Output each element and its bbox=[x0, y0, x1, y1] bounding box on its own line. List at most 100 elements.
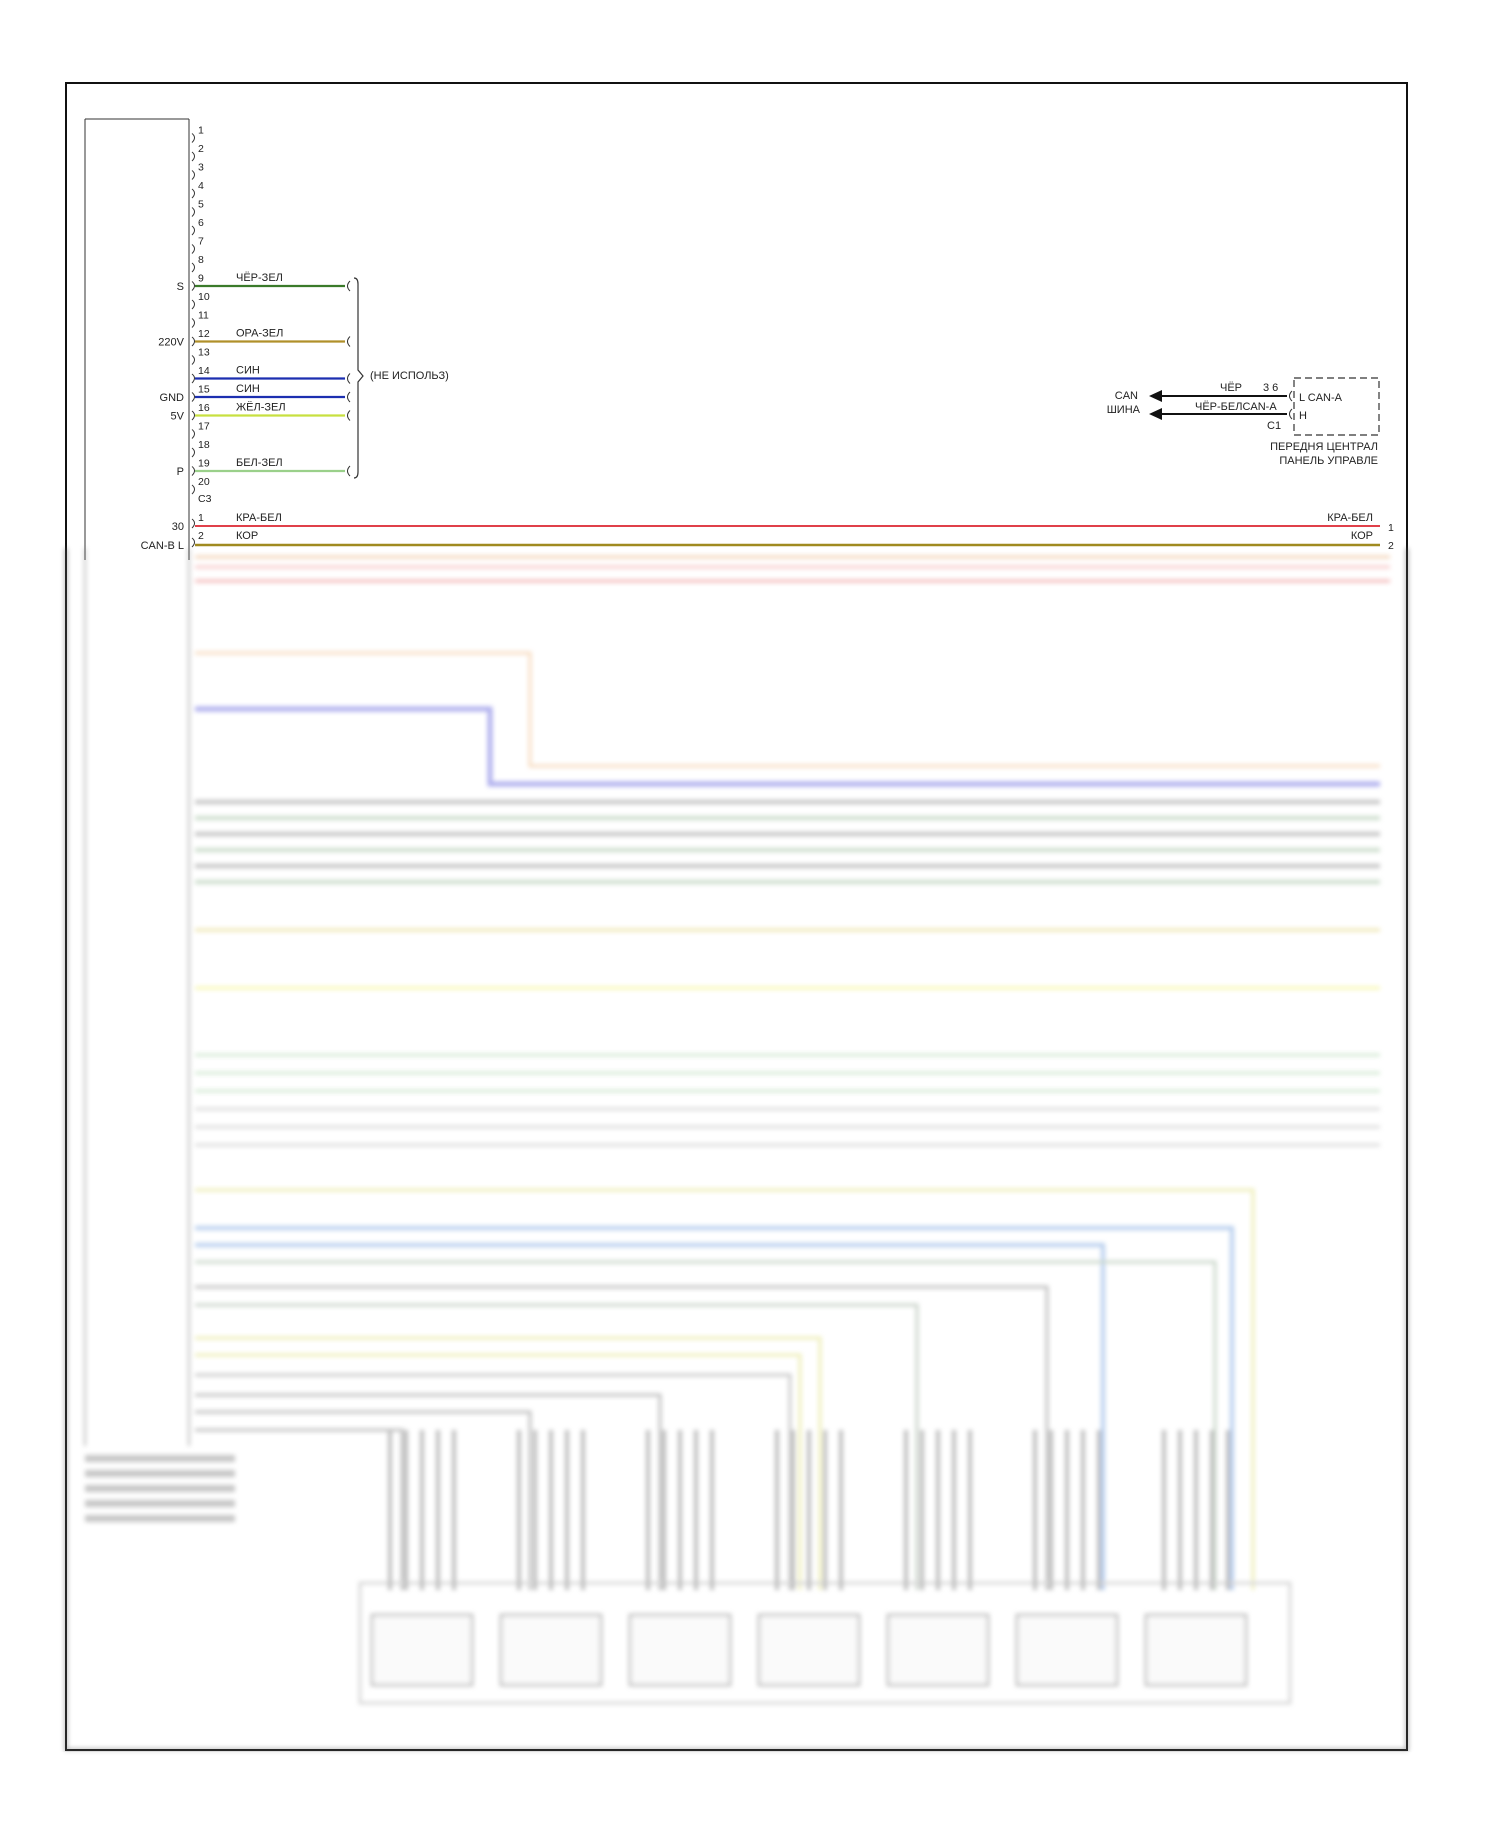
pin-socket-icon bbox=[191, 262, 195, 273]
pin-numbers: 3 6 bbox=[1263, 382, 1278, 394]
blurred-wire bbox=[195, 1393, 662, 1590]
pin-number: 5 bbox=[198, 199, 204, 211]
pin-number: 16 bbox=[198, 402, 210, 414]
wire-end-connector bbox=[347, 373, 351, 384]
signal-label: 5V bbox=[171, 411, 185, 423]
pin-socket-icon bbox=[191, 244, 195, 254]
wire-color-label-right: КОР bbox=[1351, 530, 1373, 542]
pin-number: 18 bbox=[198, 439, 210, 451]
wire-color-label: ЧЁР-ЗЕЛ bbox=[236, 272, 283, 284]
blurred-wire bbox=[195, 706, 1380, 787]
pin-number: 4 bbox=[198, 180, 204, 192]
blurred-region bbox=[64, 548, 1409, 1752]
connector-c2: 1 2 30 CAN-B L КРА-БЕЛ КОР КРА-БЕЛ КОР 1… bbox=[141, 512, 1394, 552]
connector-c3-wires: ЧЁР-ЗЕЛ S ОРА-ЗЕЛ 220V СИН СИН GND ЖЁЛ-ЗЕЛ 5V БЕЛ… bbox=[158, 272, 351, 478]
unused-bracket bbox=[353, 277, 364, 479]
signal-label: CAN-B L bbox=[141, 540, 184, 552]
pin-number: 11 bbox=[198, 310, 209, 322]
signal-label: P bbox=[177, 466, 184, 478]
can-label: CAN bbox=[1115, 390, 1138, 402]
can-label-2: ШИНА bbox=[1107, 404, 1141, 416]
signal-label: S bbox=[177, 281, 184, 293]
connector-c3-label: C3 bbox=[198, 493, 212, 505]
wire-color-label: ЧЁР-БЕЛCAN-A bbox=[1195, 401, 1277, 413]
pin-number: 1 bbox=[198, 125, 204, 137]
pin-socket-icon bbox=[191, 151, 195, 162]
pin-socket-icon bbox=[191, 188, 195, 199]
blurred-wire bbox=[195, 651, 1380, 768]
pin-number-right: 1 bbox=[1388, 522, 1394, 534]
blurred-wire bbox=[84, 548, 190, 1446]
unused-note: (НЕ ИСПОЛЬЗ) bbox=[370, 370, 449, 382]
pin-number: 10 bbox=[198, 291, 210, 303]
blurred-wire bbox=[195, 1428, 404, 1590]
wire-color-label: ОРА-ЗЕЛ bbox=[236, 328, 283, 340]
pin-socket-icon bbox=[191, 318, 195, 328]
wire-color-label: ЧЁР bbox=[1220, 382, 1242, 394]
arrow-left-icon bbox=[1149, 390, 1162, 402]
pin-socket-icon bbox=[191, 410, 195, 421]
pin-socket-icon bbox=[191, 373, 195, 384]
pin-number: 14 bbox=[198, 365, 210, 377]
blurred-wire bbox=[195, 1373, 792, 1590]
pin-number: 2 bbox=[198, 143, 204, 155]
pin-socket-icon bbox=[191, 170, 195, 180]
signal-label: 220V bbox=[158, 337, 184, 349]
pin-label: L CAN-A bbox=[1299, 392, 1343, 404]
signal-label: GND bbox=[160, 392, 185, 404]
pin-number: 15 bbox=[198, 384, 210, 396]
pin-socket-icon bbox=[191, 429, 195, 439]
wire-end-connector bbox=[347, 336, 351, 347]
pin-number: 2 bbox=[198, 530, 204, 542]
pin-socket-icon bbox=[191, 336, 195, 347]
blurred-wire bbox=[195, 1243, 1105, 1590]
pin-socket-icon bbox=[191, 281, 195, 291]
wire-color-label: КРА-БЕЛ bbox=[236, 512, 282, 524]
pin-socket-icon bbox=[191, 484, 195, 495]
signal-label: 30 bbox=[172, 521, 184, 533]
pin-socket-icon bbox=[191, 392, 195, 402]
pin-number-right: 2 bbox=[1388, 540, 1394, 552]
wire-color-label: СИН bbox=[236, 365, 260, 377]
blurred-wire bbox=[195, 1410, 532, 1590]
blurred-wire bbox=[195, 1226, 1234, 1590]
pin-number: 17 bbox=[198, 421, 210, 433]
arrow-left-icon bbox=[1149, 408, 1162, 420]
wire-end-connector bbox=[347, 410, 351, 421]
wire-color-label: ЖЁЛ-ЗЕЛ bbox=[236, 402, 286, 414]
pin-number: 13 bbox=[198, 347, 210, 359]
can-bus-section: CAN ШИНА ЧЁР 3 6 ЧЁР-БЕЛCAN-A C1 L CAN-A… bbox=[1107, 377, 1380, 467]
blurred-wire bbox=[195, 1285, 1049, 1590]
blurred-wire bbox=[195, 1188, 1255, 1590]
blurred-wire bbox=[64, 548, 1409, 1752]
front-panel-component-box bbox=[1293, 377, 1380, 436]
pin-number: 9 bbox=[198, 273, 204, 285]
pin-socket-icon bbox=[191, 207, 195, 217]
component-name-2: ПАНЕЛЬ УПРАВЛЕ bbox=[1279, 455, 1378, 467]
pin-socket-icon bbox=[191, 299, 195, 310]
wire-end-connector bbox=[347, 465, 351, 477]
blurred-wire bbox=[195, 1353, 802, 1590]
wire-color-label: БЕЛ-ЗЕЛ bbox=[236, 457, 283, 469]
pin-socket-icon bbox=[191, 225, 195, 236]
wire-color-label: КОР bbox=[236, 530, 258, 542]
pin-socket-icon bbox=[191, 466, 195, 476]
pin-number: 6 bbox=[198, 217, 204, 229]
blurred-wire bbox=[195, 1260, 1217, 1590]
pin-number: 1 bbox=[198, 512, 204, 524]
pin-number: 8 bbox=[198, 254, 204, 266]
pin-socket-icon bbox=[191, 133, 195, 143]
blurred-wire bbox=[195, 1336, 822, 1590]
pin-number: 3 bbox=[198, 162, 204, 174]
pin-socket-icon bbox=[191, 355, 195, 365]
pin-number: 19 bbox=[198, 458, 210, 470]
pin-number: 20 bbox=[198, 476, 210, 488]
wire-end-connector bbox=[347, 280, 351, 292]
pin-socket-icon bbox=[191, 447, 195, 458]
component-name: ПЕРЕДНЯ ЦЕНТРАЛ bbox=[1270, 441, 1378, 453]
wire-end-connector bbox=[347, 391, 351, 403]
wire-color-label-right: КРА-БЕЛ bbox=[1327, 512, 1373, 524]
pin-label: H bbox=[1299, 410, 1307, 422]
